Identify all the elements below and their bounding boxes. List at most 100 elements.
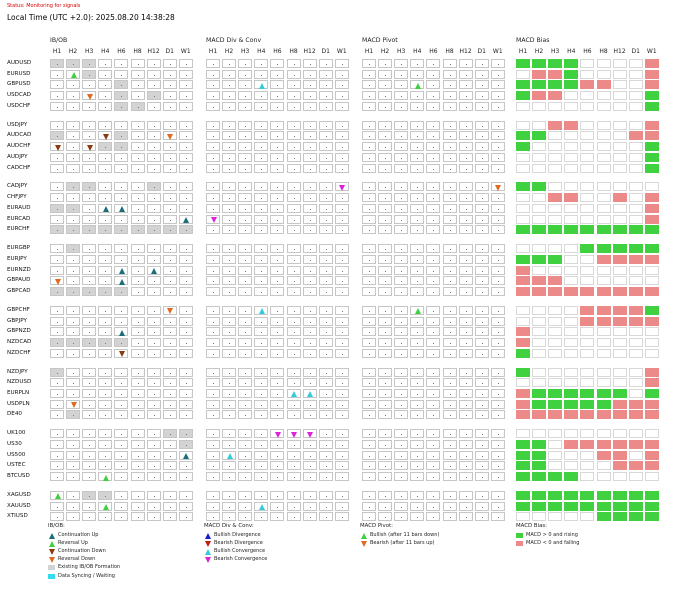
signal-cell [114, 286, 129, 296]
signal-cell [548, 214, 563, 224]
signal-cell [394, 367, 409, 377]
signal-cell [378, 182, 393, 192]
signal-cell [474, 142, 489, 152]
signal-cell [318, 152, 333, 162]
signal-cell [490, 225, 505, 235]
signal-cell [458, 490, 473, 500]
signal-cell [548, 439, 563, 449]
signal-cell [146, 461, 161, 471]
signal-cell [458, 101, 473, 111]
signal-cell [270, 429, 285, 439]
signal-triangle-icon [183, 217, 190, 223]
signal-cell [98, 80, 113, 90]
signal-cell [644, 286, 659, 296]
symbol-label: UK100 [7, 430, 26, 437]
signal-cell [458, 429, 473, 439]
signal-cell [474, 59, 489, 68]
timeframe-header: D1 [477, 48, 486, 55]
signal-cell [98, 163, 113, 173]
signal-cell [628, 305, 643, 315]
legend-title: MACD Pivot: [360, 523, 393, 529]
signal-cell [66, 316, 81, 326]
signal-cell [114, 163, 129, 173]
signal-cell [548, 265, 563, 275]
signal-cell [474, 348, 489, 358]
symbol-label: CHFJPY [7, 194, 27, 201]
signal-cell [628, 69, 643, 79]
signal-cell [162, 501, 177, 511]
signal-cell [50, 163, 64, 173]
signal-cell [178, 91, 193, 101]
signal-cell [394, 429, 409, 439]
signal-cell [596, 429, 611, 439]
signal-cell [378, 429, 393, 439]
signal-cell [50, 120, 64, 130]
signal-cell [66, 120, 81, 130]
signal-cell [334, 214, 349, 224]
signal-cell [162, 91, 177, 101]
signal-cell [362, 163, 376, 173]
signal-cell [66, 225, 81, 235]
signal-cell [66, 182, 81, 192]
signal-cell [146, 512, 161, 522]
signal-cell [548, 203, 563, 213]
signal-cell [146, 120, 161, 130]
signal-cell [98, 429, 113, 439]
signal-cell [564, 101, 579, 111]
signal-cell [426, 214, 441, 224]
signal-cell [362, 131, 376, 141]
signal-cell [302, 399, 317, 409]
signal-cell [410, 439, 425, 449]
signal-cell [442, 142, 457, 152]
signal-cell [222, 152, 237, 162]
signal-cell [516, 410, 530, 420]
signal-cell [490, 244, 505, 254]
signal-cell [410, 316, 425, 326]
signal-cell [98, 378, 113, 388]
signal-cell [114, 327, 129, 337]
signal-cell [548, 399, 563, 409]
signal-cell [394, 316, 409, 326]
symbol-label: AUDCHF [7, 143, 31, 150]
signal-cell [318, 439, 333, 449]
signal-cell [318, 254, 333, 264]
signal-cell [178, 305, 193, 315]
signal-cell [564, 131, 579, 141]
signal-cell [644, 80, 659, 90]
symbol-label: DE40 [7, 411, 22, 418]
signal-cell [146, 225, 161, 235]
signal-cell [458, 337, 473, 347]
signal-cell [66, 388, 81, 398]
signal-cell [394, 286, 409, 296]
signal-cell [178, 69, 193, 79]
signal-cell [378, 461, 393, 471]
signal-cell [50, 439, 64, 449]
signal-cell [286, 305, 301, 315]
signal-cell [394, 254, 409, 264]
signal-cell [178, 512, 193, 522]
signal-cell [222, 378, 237, 388]
signal-cell [286, 439, 301, 449]
signal-cell [270, 276, 285, 286]
signal-cell [612, 512, 627, 522]
signal-cell [66, 193, 81, 203]
signal-cell [378, 337, 393, 347]
signal-cell [474, 461, 489, 471]
signal-cell [596, 203, 611, 213]
signal-triangle-icon [102, 504, 109, 511]
signal-cell [362, 512, 376, 522]
signal-cell [114, 399, 129, 409]
signal-cell [270, 501, 285, 511]
timeframe-header: H2 [534, 48, 544, 55]
signal-cell [98, 225, 113, 235]
signal-cell [162, 225, 177, 235]
signal-cell [362, 59, 376, 68]
signal-cell [426, 367, 441, 377]
signal-cell [474, 80, 489, 90]
signal-cell [66, 91, 81, 101]
signal-cell [580, 244, 595, 254]
signal-cell [474, 203, 489, 213]
signal-cell [286, 225, 301, 235]
signal-cell [410, 101, 425, 111]
signal-cell [82, 348, 97, 358]
